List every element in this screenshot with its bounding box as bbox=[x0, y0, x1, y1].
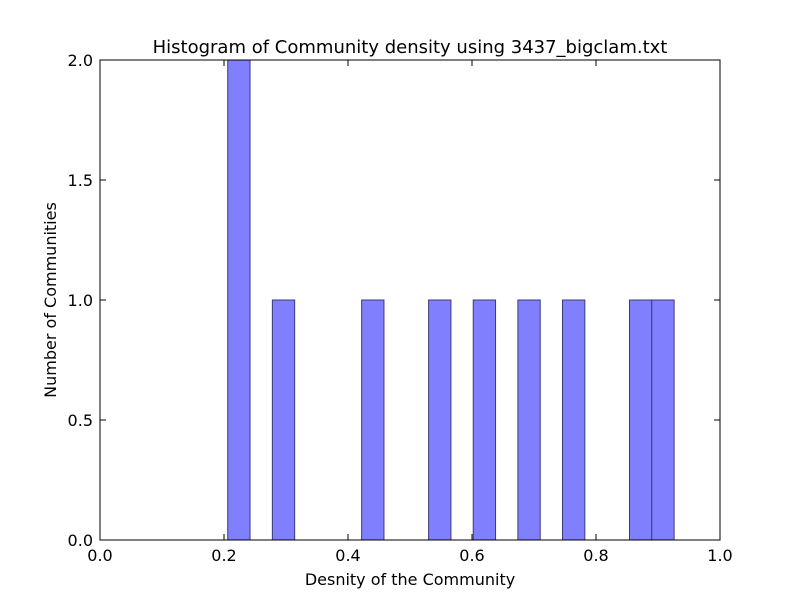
histogram-bar bbox=[227, 59, 251, 541]
x-tick-label: 0.6 bbox=[459, 546, 484, 565]
histogram-bar bbox=[361, 299, 385, 541]
x-tick-label: 0.0 bbox=[87, 546, 112, 565]
x-tick-label: 0.8 bbox=[583, 546, 608, 565]
y-axis-ticks: 0.0 0.5 1.0 1.5 2.0 bbox=[68, 51, 720, 550]
bars-group bbox=[227, 59, 675, 541]
histogram-bar bbox=[562, 299, 586, 541]
plot-area bbox=[100, 60, 720, 540]
x-tick-label: 0.4 bbox=[335, 546, 360, 565]
histogram-bar bbox=[517, 299, 541, 541]
x-axis-label: Desnity of the Community bbox=[305, 570, 515, 589]
y-tick-label: 1.5 bbox=[68, 171, 93, 190]
y-tick-label: 0.0 bbox=[68, 531, 93, 550]
x-axis-ticks: 0.0 0.2 0.4 0.6 0.8 1.0 bbox=[87, 60, 733, 565]
histogram-bar bbox=[628, 299, 653, 541]
x-tick-label: 1.0 bbox=[707, 546, 732, 565]
x-tick-label: 0.2 bbox=[211, 546, 236, 565]
y-tick-label: 1.0 bbox=[68, 291, 93, 310]
histogram-bar bbox=[651, 299, 675, 541]
y-axis-label: Number of Communities bbox=[41, 202, 60, 398]
histogram-bar bbox=[271, 299, 296, 541]
y-tick-label: 0.5 bbox=[68, 411, 93, 430]
chart-title: Histogram of Community density using 343… bbox=[153, 37, 668, 58]
y-tick-label: 2.0 bbox=[68, 51, 93, 70]
histogram-bar bbox=[472, 299, 497, 541]
histogram-bar bbox=[428, 299, 452, 541]
